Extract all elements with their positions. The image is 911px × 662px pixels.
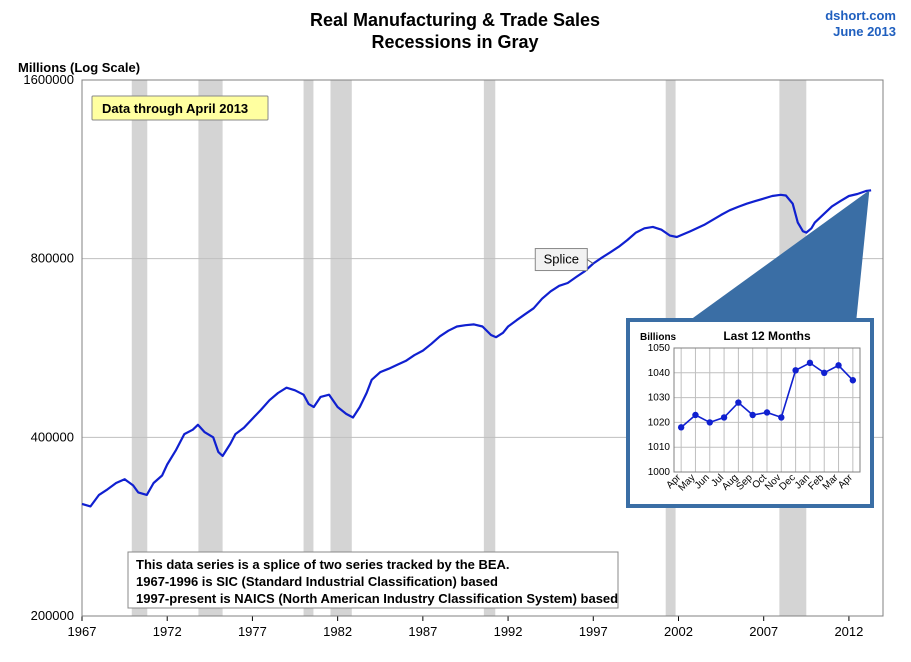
inset-y-tick: 1020 — [648, 417, 671, 428]
x-tick-label: 1982 — [323, 624, 352, 639]
inset-y-label: Billions — [640, 332, 677, 343]
inset-series-marker — [778, 414, 784, 420]
inset-series-marker — [749, 412, 755, 418]
x-tick-label: 1987 — [408, 624, 437, 639]
footnote-1: This data series is a splice of two seri… — [136, 557, 510, 572]
x-tick-label: 2007 — [749, 624, 778, 639]
data-through-label: Data through April 2013 — [102, 101, 248, 116]
chart-root: 2000004000008000001600000196719721977198… — [0, 0, 911, 662]
inset-series-marker — [835, 362, 841, 368]
inset-series-marker — [707, 419, 713, 425]
inset-y-tick: 1030 — [648, 393, 671, 404]
inset-y-tick: 1010 — [648, 442, 671, 453]
x-tick-label: 1997 — [579, 624, 608, 639]
inset-series-marker — [721, 414, 727, 420]
attribution-date: June 2013 — [833, 24, 896, 39]
inset-series-marker — [821, 370, 827, 376]
y-tick-label: 800000 — [31, 251, 74, 266]
inset-y-tick: 1000 — [648, 467, 671, 478]
title-line-1: Real Manufacturing & Trade Sales — [310, 10, 600, 30]
x-tick-label: 2012 — [834, 624, 863, 639]
inset-title: Last 12 Months — [723, 329, 811, 343]
inset-y-tick: 1050 — [648, 343, 671, 354]
footnote-2: 1967-1996 is SIC (Standard Industrial Cl… — [136, 574, 498, 589]
splice-label: Splice — [544, 252, 579, 267]
inset-series-marker — [692, 412, 698, 418]
inset-series-marker — [735, 399, 741, 405]
y-tick-label: 200000 — [31, 608, 74, 623]
inset-series-marker — [807, 360, 813, 366]
y-axis-title: Millions (Log Scale) — [18, 60, 140, 75]
chart-svg: 2000004000008000001600000196719721977198… — [0, 0, 911, 662]
footnote-3: 1997-present is NAICS (North American In… — [136, 591, 618, 606]
attribution-site: dshort.com — [825, 8, 896, 23]
x-tick-label: 1972 — [153, 624, 182, 639]
x-tick-label: 1992 — [494, 624, 523, 639]
inset-series-marker — [792, 367, 798, 373]
title-line-2: Recessions in Gray — [371, 32, 538, 52]
inset-series-marker — [850, 377, 856, 383]
inset-series-marker — [764, 409, 770, 415]
x-tick-label: 1977 — [238, 624, 267, 639]
x-tick-label: 2002 — [664, 624, 693, 639]
y-tick-label: 400000 — [31, 429, 74, 444]
inset-y-tick: 1040 — [648, 368, 671, 379]
inset-series-marker — [678, 424, 684, 430]
x-tick-label: 1967 — [68, 624, 97, 639]
